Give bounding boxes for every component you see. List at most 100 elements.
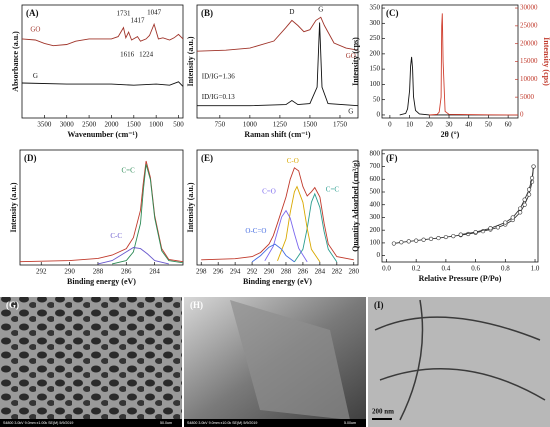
series-label: O-C=O <box>245 227 266 235</box>
panel-label: (H) <box>190 300 203 310</box>
plot-frame <box>19 149 184 266</box>
x-axis-label: Binding energy (eV) <box>67 277 136 286</box>
x-tick-label: 0.4 <box>442 265 451 273</box>
plot-frame <box>196 149 359 266</box>
x-tick-label: 1000 <box>243 121 258 129</box>
x-tick-label: 284 <box>315 268 326 276</box>
sem-caption: S4800 3.0kV 9.0mm x10.0k SE(M) 5/9/2019 <box>187 421 257 425</box>
y2-tick-label: 0 <box>520 111 524 119</box>
point <box>503 220 508 225</box>
scale-label: 200 nm <box>372 408 394 416</box>
annotation: ID/IG=1.36 <box>202 73 235 81</box>
tem-image-i <box>368 297 550 427</box>
point <box>399 240 404 245</box>
y2-tick-label: 10000 <box>520 75 538 83</box>
series-label: C=C <box>122 166 136 174</box>
x-tick-label: 296 <box>213 268 224 276</box>
series-line <box>111 164 184 265</box>
series-line <box>251 243 295 263</box>
point <box>421 237 426 242</box>
point <box>414 238 419 243</box>
x-tick-label: 1500 <box>127 121 142 129</box>
annotation: 1731 <box>116 10 131 18</box>
y-tick-label: 50 <box>373 95 381 103</box>
series-line <box>460 166 534 236</box>
point <box>458 232 463 237</box>
y-tick-label: 200 <box>370 226 381 234</box>
y2-tick-label: 25000 <box>520 21 538 29</box>
y-tick-label: 600 <box>370 175 381 183</box>
panel-label: (I) <box>374 300 384 310</box>
x-axis-label: Binding energy (eV) <box>243 277 312 286</box>
x-tick-label: 1250 <box>273 121 288 129</box>
x-tick-label: 284 <box>149 268 160 276</box>
y-tick-label: 0 <box>377 251 381 259</box>
x-tick-label: 0 <box>388 121 392 129</box>
annotation: G <box>318 6 323 14</box>
point <box>406 239 411 244</box>
x-axis-label: Raman shift (cm⁻¹) <box>244 130 311 139</box>
sem-image-g <box>0 297 182 427</box>
series-line <box>429 13 518 116</box>
x-tick-label: 286 <box>298 268 309 276</box>
series-line <box>21 22 184 47</box>
annotation: D <box>289 8 294 16</box>
y-tick-label: 800 <box>370 149 381 157</box>
x-tick-label: 282 <box>332 268 343 276</box>
sem-image-h <box>184 297 366 427</box>
y2-axis-label: Intensity (cps) <box>542 37 550 86</box>
series-line <box>264 209 308 263</box>
x-axis-label: 2θ (°) <box>441 130 460 139</box>
y2-tick-label: 20000 <box>520 39 538 47</box>
series-label: C-C <box>110 232 122 240</box>
y-tick-label: 250 <box>370 34 381 42</box>
y-tick-label: 500 <box>370 188 381 196</box>
x-tick-label: 280 <box>349 268 360 276</box>
x-tick-label: 750 <box>215 121 226 129</box>
series-label: G <box>33 72 38 80</box>
x-tick-label: 0.6 <box>471 265 480 273</box>
y-tick-label: 200 <box>370 49 381 57</box>
y2-tick-label: 5000 <box>520 93 535 101</box>
point <box>428 236 434 241</box>
series-line <box>201 167 354 261</box>
y-tick-label: 300 <box>370 213 381 221</box>
plot-frame <box>381 4 519 119</box>
panel-label: (G) <box>6 300 19 310</box>
point <box>510 215 515 220</box>
scale-label: 50.0um <box>160 421 172 425</box>
annotation: 1616 <box>120 50 135 58</box>
x-tick-label: 294 <box>230 268 241 276</box>
point <box>436 235 441 241</box>
x-tick-label: 0.2 <box>412 265 421 273</box>
series-label: G <box>348 107 353 115</box>
annotation: 1417 <box>131 16 146 24</box>
y2-tick-label: 15000 <box>520 57 538 65</box>
y-axis-label: Absorbance (a.u.) <box>11 31 20 92</box>
y-tick-label: 700 <box>370 162 381 170</box>
series-line <box>277 185 321 263</box>
x-tick-label: 40 <box>465 121 473 129</box>
point <box>391 241 396 246</box>
sem-caption: S4800 3.0kV 9.0mm x1.00k SE(M) 5/9/2019 <box>3 421 73 425</box>
series-label: GO <box>30 25 40 33</box>
panel-label: (D) <box>24 153 37 163</box>
panel-label: (B) <box>201 8 213 18</box>
annotation: ID/IG=0.13 <box>202 93 235 101</box>
point <box>526 187 532 192</box>
x-axis-label: Relative Pressure (P/Po) <box>419 274 502 283</box>
point <box>522 197 527 202</box>
x-tick-label: 20 <box>426 121 434 129</box>
series-line <box>197 22 359 107</box>
point <box>473 229 478 235</box>
series-line <box>97 247 169 265</box>
x-tick-label: 3000 <box>60 121 75 129</box>
x-tick-label: 290 <box>264 268 275 276</box>
point <box>529 175 535 181</box>
x-tick-label: 0.8 <box>501 265 510 273</box>
plot-frame <box>381 149 539 263</box>
point <box>518 206 523 211</box>
y-tick-label: 400 <box>370 200 381 208</box>
y-axis-label: Intensity (a.u.) <box>186 182 195 232</box>
y-tick-label: 300 <box>370 19 381 27</box>
